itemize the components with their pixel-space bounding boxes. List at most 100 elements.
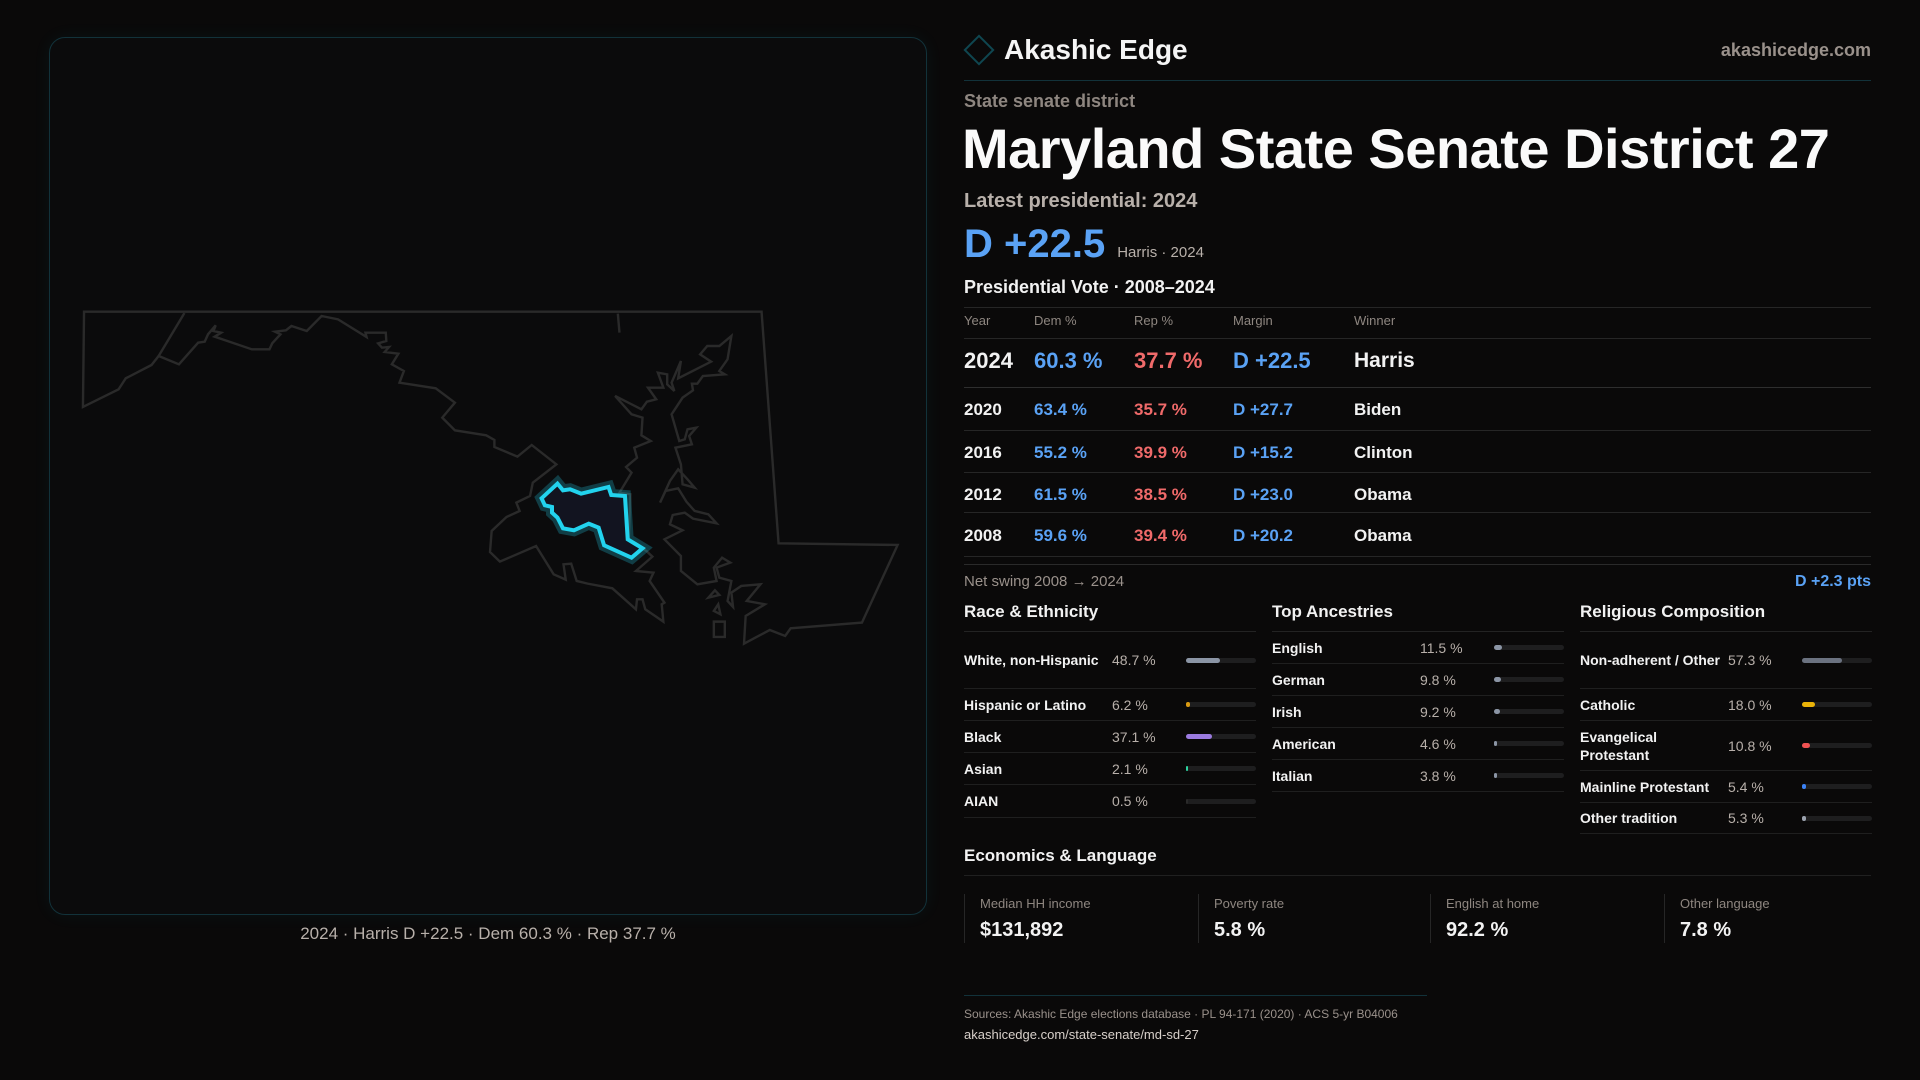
divider [964, 472, 1871, 473]
stat-value: 9.2 % [1420, 703, 1456, 720]
econ-label: Other language [1680, 896, 1770, 911]
cell-winner: Biden [1354, 400, 1402, 419]
cell-year: 2012 [964, 485, 1002, 504]
econ-label: Median HH income [980, 896, 1091, 911]
stat-bar-track [1802, 657, 1872, 663]
stat-row: Catholic 18.0 % [1580, 689, 1872, 721]
stat-bar-fill [1802, 657, 1843, 663]
cell-margin: D +23.0 [1233, 485, 1294, 504]
stat-bar-track [1186, 657, 1256, 663]
stat-row: Evangelical Protestant 10.8 % [1580, 721, 1872, 771]
site-link[interactable]: akashicedge.com [1720, 40, 1871, 60]
cell-winner: Harris [1354, 349, 1415, 372]
map-panel[interactable] [49, 37, 927, 915]
stat-row: Irish 9.2 % [1272, 696, 1564, 728]
stat-value: 37.1 % [1112, 728, 1156, 745]
net-swing-label: Net swing 2008 → 2024 [964, 573, 1125, 590]
stat-value: 11.5 % [1420, 639, 1463, 656]
stat-value: 5.3 % [1728, 810, 1764, 826]
stat-value: 2.1 % [1112, 760, 1148, 777]
maryland-map[interactable] [50, 38, 928, 916]
cell-winner: Obama [1354, 485, 1412, 504]
divider [964, 387, 1871, 388]
stat-bar-fill [1186, 657, 1221, 663]
cell-rep: 37.7 % [1134, 348, 1203, 373]
cell-year: 2008 [964, 526, 1002, 545]
stat-bar-fill [1494, 645, 1503, 650]
econ-card: Poverty rate 5.8 % [1198, 894, 1431, 943]
stat-bar-fill [1186, 766, 1188, 771]
stat-bar-fill [1186, 798, 1188, 804]
cell-year: 2024 [964, 348, 1013, 373]
table-row: 2016 55.2 % 39.9 % D +15.2 Clinton [964, 437, 1871, 469]
section-religious-composition: Religious Composition Non-adherent / Othe… [1580, 602, 1872, 834]
stat-bar-track [1494, 773, 1564, 778]
stat-bar-track [1186, 702, 1256, 707]
stat-value: 6.2 % [1112, 696, 1148, 713]
stat-bar-track [1494, 709, 1564, 714]
margin-sub: Harris · 2024 [1117, 244, 1204, 261]
cell-year: 2020 [964, 400, 1002, 419]
stat-label: Black [964, 728, 1002, 745]
stat-value: 18.0 % [1728, 696, 1772, 713]
stat-label: English [1272, 639, 1323, 656]
econ-value: 5.8 % [1214, 919, 1266, 941]
stat-value: 4.6 % [1420, 735, 1456, 752]
stat-label: AIAN [964, 793, 999, 809]
table-header: Year Dem % Rep % Margin Winner [964, 313, 1871, 328]
section-top-ancestries: Top Ancestries English 11.5 % German 9.8 % Ir… [1272, 602, 1564, 792]
stat-value: 3.8 % [1420, 767, 1456, 784]
cell-dem: 61.5 % [1034, 485, 1087, 504]
footer-divider [964, 995, 1427, 996]
cell-dem: 59.6 % [1034, 526, 1087, 545]
stat-bar-fill [1494, 741, 1498, 746]
cell-winner: Clinton [1354, 443, 1413, 462]
brand-name: Akashic Edge [1004, 34, 1188, 65]
stat-value: 5.4 % [1728, 778, 1764, 795]
stat-bar-track [1494, 645, 1564, 650]
stat-label: Evangelical Protestant [1580, 728, 1658, 763]
stat-row: American 4.6 % [1272, 728, 1564, 760]
econ-label: Poverty rate [1214, 896, 1285, 911]
col-winner: Winner [1354, 313, 1396, 328]
stat-value: 9.8 % [1420, 671, 1456, 688]
stat-bar-track [1802, 784, 1872, 789]
stat-label: American [1272, 735, 1336, 752]
map-caption: 2024 · Harris D +22.5 · Dem 60.3 % · Rep… [300, 924, 676, 943]
cell-rep: 39.4 % [1134, 526, 1187, 545]
cell-margin: D +22.5 [1233, 348, 1311, 373]
stat-bar-track [1186, 798, 1256, 804]
stat-bar-fill [1186, 702, 1191, 707]
net-swing-value: D +2.3 pts [1794, 573, 1871, 590]
table-row: 2008 59.6 % 39.4 % D +20.2 Obama [964, 520, 1871, 552]
stat-bar-track [1802, 815, 1872, 821]
divider [964, 307, 1871, 308]
stat-row: Asian 2.1 % [964, 753, 1256, 785]
stat-row: German 9.8 % [1272, 664, 1564, 696]
col-margin: Margin [1233, 313, 1273, 328]
econ-card: English at home 92.2 % [1430, 894, 1663, 943]
stat-row: White, non-Hispanic 48.7 % [964, 632, 1256, 689]
cell-dem: 55.2 % [1034, 443, 1087, 462]
stat-bar-fill [1802, 815, 1806, 821]
page-url[interactable]: akashicedge.com/state-senate/md-sd-27 [964, 1027, 1199, 1042]
stat-bar-track [1186, 734, 1256, 739]
margin-value: D +22.5 [964, 222, 1106, 266]
county-line [159, 313, 725, 637]
stat-bar-fill [1494, 677, 1501, 682]
econ-value: $131,892 [980, 919, 1064, 941]
state-outline [83, 312, 898, 644]
col-dem: Dem % [1034, 313, 1077, 328]
stat-label: Asian [964, 760, 1003, 777]
stat-row: Non-adherent / Other 57.3 % [1580, 632, 1872, 689]
stat-label: Mainline Protestant [1580, 778, 1710, 795]
stat-bar-track [1802, 702, 1872, 707]
cell-rep: 35.7 % [1134, 400, 1187, 419]
district-27-highlight[interactable] [542, 484, 643, 558]
brand[interactable]: Akashic Edge [963, 34, 1188, 66]
stat-bar-fill [1494, 709, 1501, 714]
cell-winner: Obama [1354, 526, 1412, 545]
cell-margin: D +27.7 [1233, 400, 1294, 419]
section-title: Top Ancestries [1272, 602, 1564, 632]
stat-label: Irish [1272, 703, 1302, 720]
